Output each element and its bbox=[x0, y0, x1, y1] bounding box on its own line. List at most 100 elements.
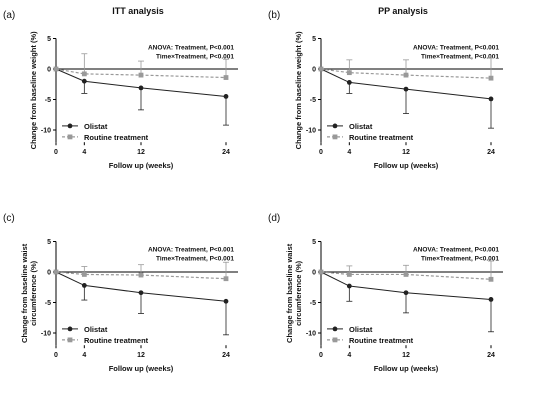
y-tick-label: -5 bbox=[310, 300, 316, 307]
routine-point bbox=[53, 269, 59, 275]
x-tick-label: 0 bbox=[54, 149, 58, 156]
y-tick-label: -5 bbox=[45, 97, 51, 104]
x-axis-label: Follow up (weeks) bbox=[109, 364, 174, 373]
y-axis-label: circumference (%) bbox=[29, 260, 38, 326]
routine-point bbox=[318, 66, 324, 72]
routine-point bbox=[346, 70, 352, 76]
routine-point bbox=[138, 72, 144, 78]
x-tick-label: 24 bbox=[222, 149, 230, 156]
x-axis-label: Follow up (weeks) bbox=[374, 364, 439, 373]
y-tick-label: 5 bbox=[47, 239, 51, 246]
legend-routine-label: Routine treatment bbox=[349, 133, 414, 142]
x-tick-label: 12 bbox=[137, 149, 145, 156]
routine-point bbox=[138, 272, 144, 278]
olistat-point bbox=[346, 80, 352, 85]
y-axis-label: Change from baseline waist bbox=[20, 243, 29, 343]
interaction-annotation: Time×Treatment, P<0.001 bbox=[421, 256, 499, 263]
anova-annotation: ANOVA: Treatment, P<0.001 bbox=[413, 247, 499, 254]
x-tick-label: 24 bbox=[487, 352, 495, 359]
routine-point bbox=[318, 269, 324, 275]
x-axis-label: Follow up (weeks) bbox=[109, 161, 174, 170]
olistat-point bbox=[346, 283, 352, 289]
panel-b: 5 0 -5 -10 0 4 12 24 Follow up (weeks) Change fro… bbox=[268, 6, 503, 170]
y-tick-label: -10 bbox=[306, 128, 316, 135]
legend-routine-label: Routine treatment bbox=[84, 336, 149, 345]
y-axis-label: circumference (%) bbox=[294, 260, 303, 326]
panel-label: (a) bbox=[3, 10, 15, 21]
legend-routine-label: Routine treatment bbox=[84, 133, 149, 142]
y-axis-label: Change from baseline weight (%) bbox=[294, 31, 303, 149]
panel-title: ITT analysis bbox=[112, 6, 164, 16]
routine-point bbox=[488, 276, 494, 282]
routine-point bbox=[346, 272, 352, 277]
olistat-line bbox=[320, 271, 492, 300]
legend-routine-marker bbox=[332, 134, 338, 140]
panel-title: PP analysis bbox=[378, 6, 428, 16]
panel-label: (d) bbox=[268, 213, 280, 224]
y-tick-label: -10 bbox=[41, 128, 51, 135]
anova-annotation: ANOVA: Treatment, P<0.001 bbox=[413, 45, 499, 52]
y-tick-label: 0 bbox=[312, 270, 316, 277]
panel-a: 5 0 -5 -10 0 4 12 24 Follow up (weeks) Change fro… bbox=[3, 6, 238, 170]
routine-line bbox=[55, 271, 227, 280]
panel-c: 5 0 -5 -10 0 4 12 24 Follow up (weeks) Change fro… bbox=[3, 213, 238, 373]
olistat-point bbox=[81, 78, 87, 84]
legend-routine-marker bbox=[67, 337, 73, 343]
y-axis-label: Change from baseline weight (%) bbox=[29, 31, 38, 149]
legend-routine-label: Routine treatment bbox=[349, 336, 414, 345]
routine-point bbox=[53, 66, 59, 72]
olistat-point bbox=[223, 298, 229, 304]
y-tick-label: -10 bbox=[306, 331, 316, 338]
panel-label: (c) bbox=[3, 213, 15, 224]
x-axis-label: Follow up (weeks) bbox=[374, 161, 439, 170]
routine-point bbox=[223, 75, 229, 80]
olistat-point bbox=[138, 85, 144, 91]
olistat-line bbox=[320, 68, 492, 100]
y-tick-label: -10 bbox=[41, 331, 51, 338]
olistat-point bbox=[403, 290, 409, 296]
anova-annotation: ANOVA: Treatment, P<0.001 bbox=[148, 45, 234, 52]
x-tick-label: 4 bbox=[347, 149, 351, 156]
panel-d: 5 0 -5 -10 0 4 12 24 Follow up (weeks) Change fro… bbox=[268, 213, 503, 373]
legend-routine-marker bbox=[67, 134, 73, 140]
olistat-point bbox=[81, 283, 87, 288]
routine-point bbox=[403, 72, 409, 78]
routine-line bbox=[320, 68, 492, 79]
olistat-point bbox=[403, 86, 409, 92]
olistat-point bbox=[138, 290, 144, 296]
legend-olistat-marker bbox=[67, 123, 73, 129]
legend-olistat-marker bbox=[67, 326, 73, 332]
y-tick-label: -5 bbox=[310, 97, 316, 104]
y-tick-label: 0 bbox=[47, 270, 51, 277]
legend-olistat-marker bbox=[332, 123, 338, 129]
x-tick-label: 24 bbox=[487, 149, 495, 156]
olistat-point bbox=[223, 94, 229, 99]
x-tick-label: 12 bbox=[137, 352, 145, 359]
legend-olistat-label: Olistat bbox=[349, 122, 373, 131]
legend-olistat-label: Olistat bbox=[84, 122, 108, 131]
interaction-annotation: Time×Treatment, P<0.001 bbox=[156, 256, 234, 263]
routine-line bbox=[55, 68, 227, 79]
routine-point bbox=[223, 276, 229, 282]
y-tick-label: 5 bbox=[47, 36, 51, 43]
y-tick-label: 0 bbox=[47, 67, 51, 74]
olistat-point bbox=[488, 297, 494, 302]
x-tick-label: 4 bbox=[82, 352, 86, 359]
y-tick-label: -5 bbox=[45, 300, 51, 307]
y-tick-label: 0 bbox=[312, 67, 316, 74]
x-tick-label: 4 bbox=[82, 149, 86, 156]
interaction-annotation: Time×Treatment, P<0.001 bbox=[421, 54, 499, 61]
routine-point bbox=[403, 272, 409, 277]
x-tick-label: 24 bbox=[222, 352, 230, 359]
panel-label: (b) bbox=[268, 10, 280, 21]
y-tick-label: 5 bbox=[312, 36, 316, 43]
x-tick-label: 0 bbox=[319, 352, 323, 359]
legend-olistat-label: Olistat bbox=[349, 325, 373, 334]
interaction-annotation: Time×Treatment, P<0.001 bbox=[156, 54, 234, 61]
olistat-line bbox=[55, 68, 227, 97]
olistat-point bbox=[488, 96, 494, 102]
y-axis-label: Change from baseline waist bbox=[285, 243, 294, 343]
legend-olistat-label: Olistat bbox=[84, 325, 108, 334]
routine-line bbox=[320, 271, 492, 280]
